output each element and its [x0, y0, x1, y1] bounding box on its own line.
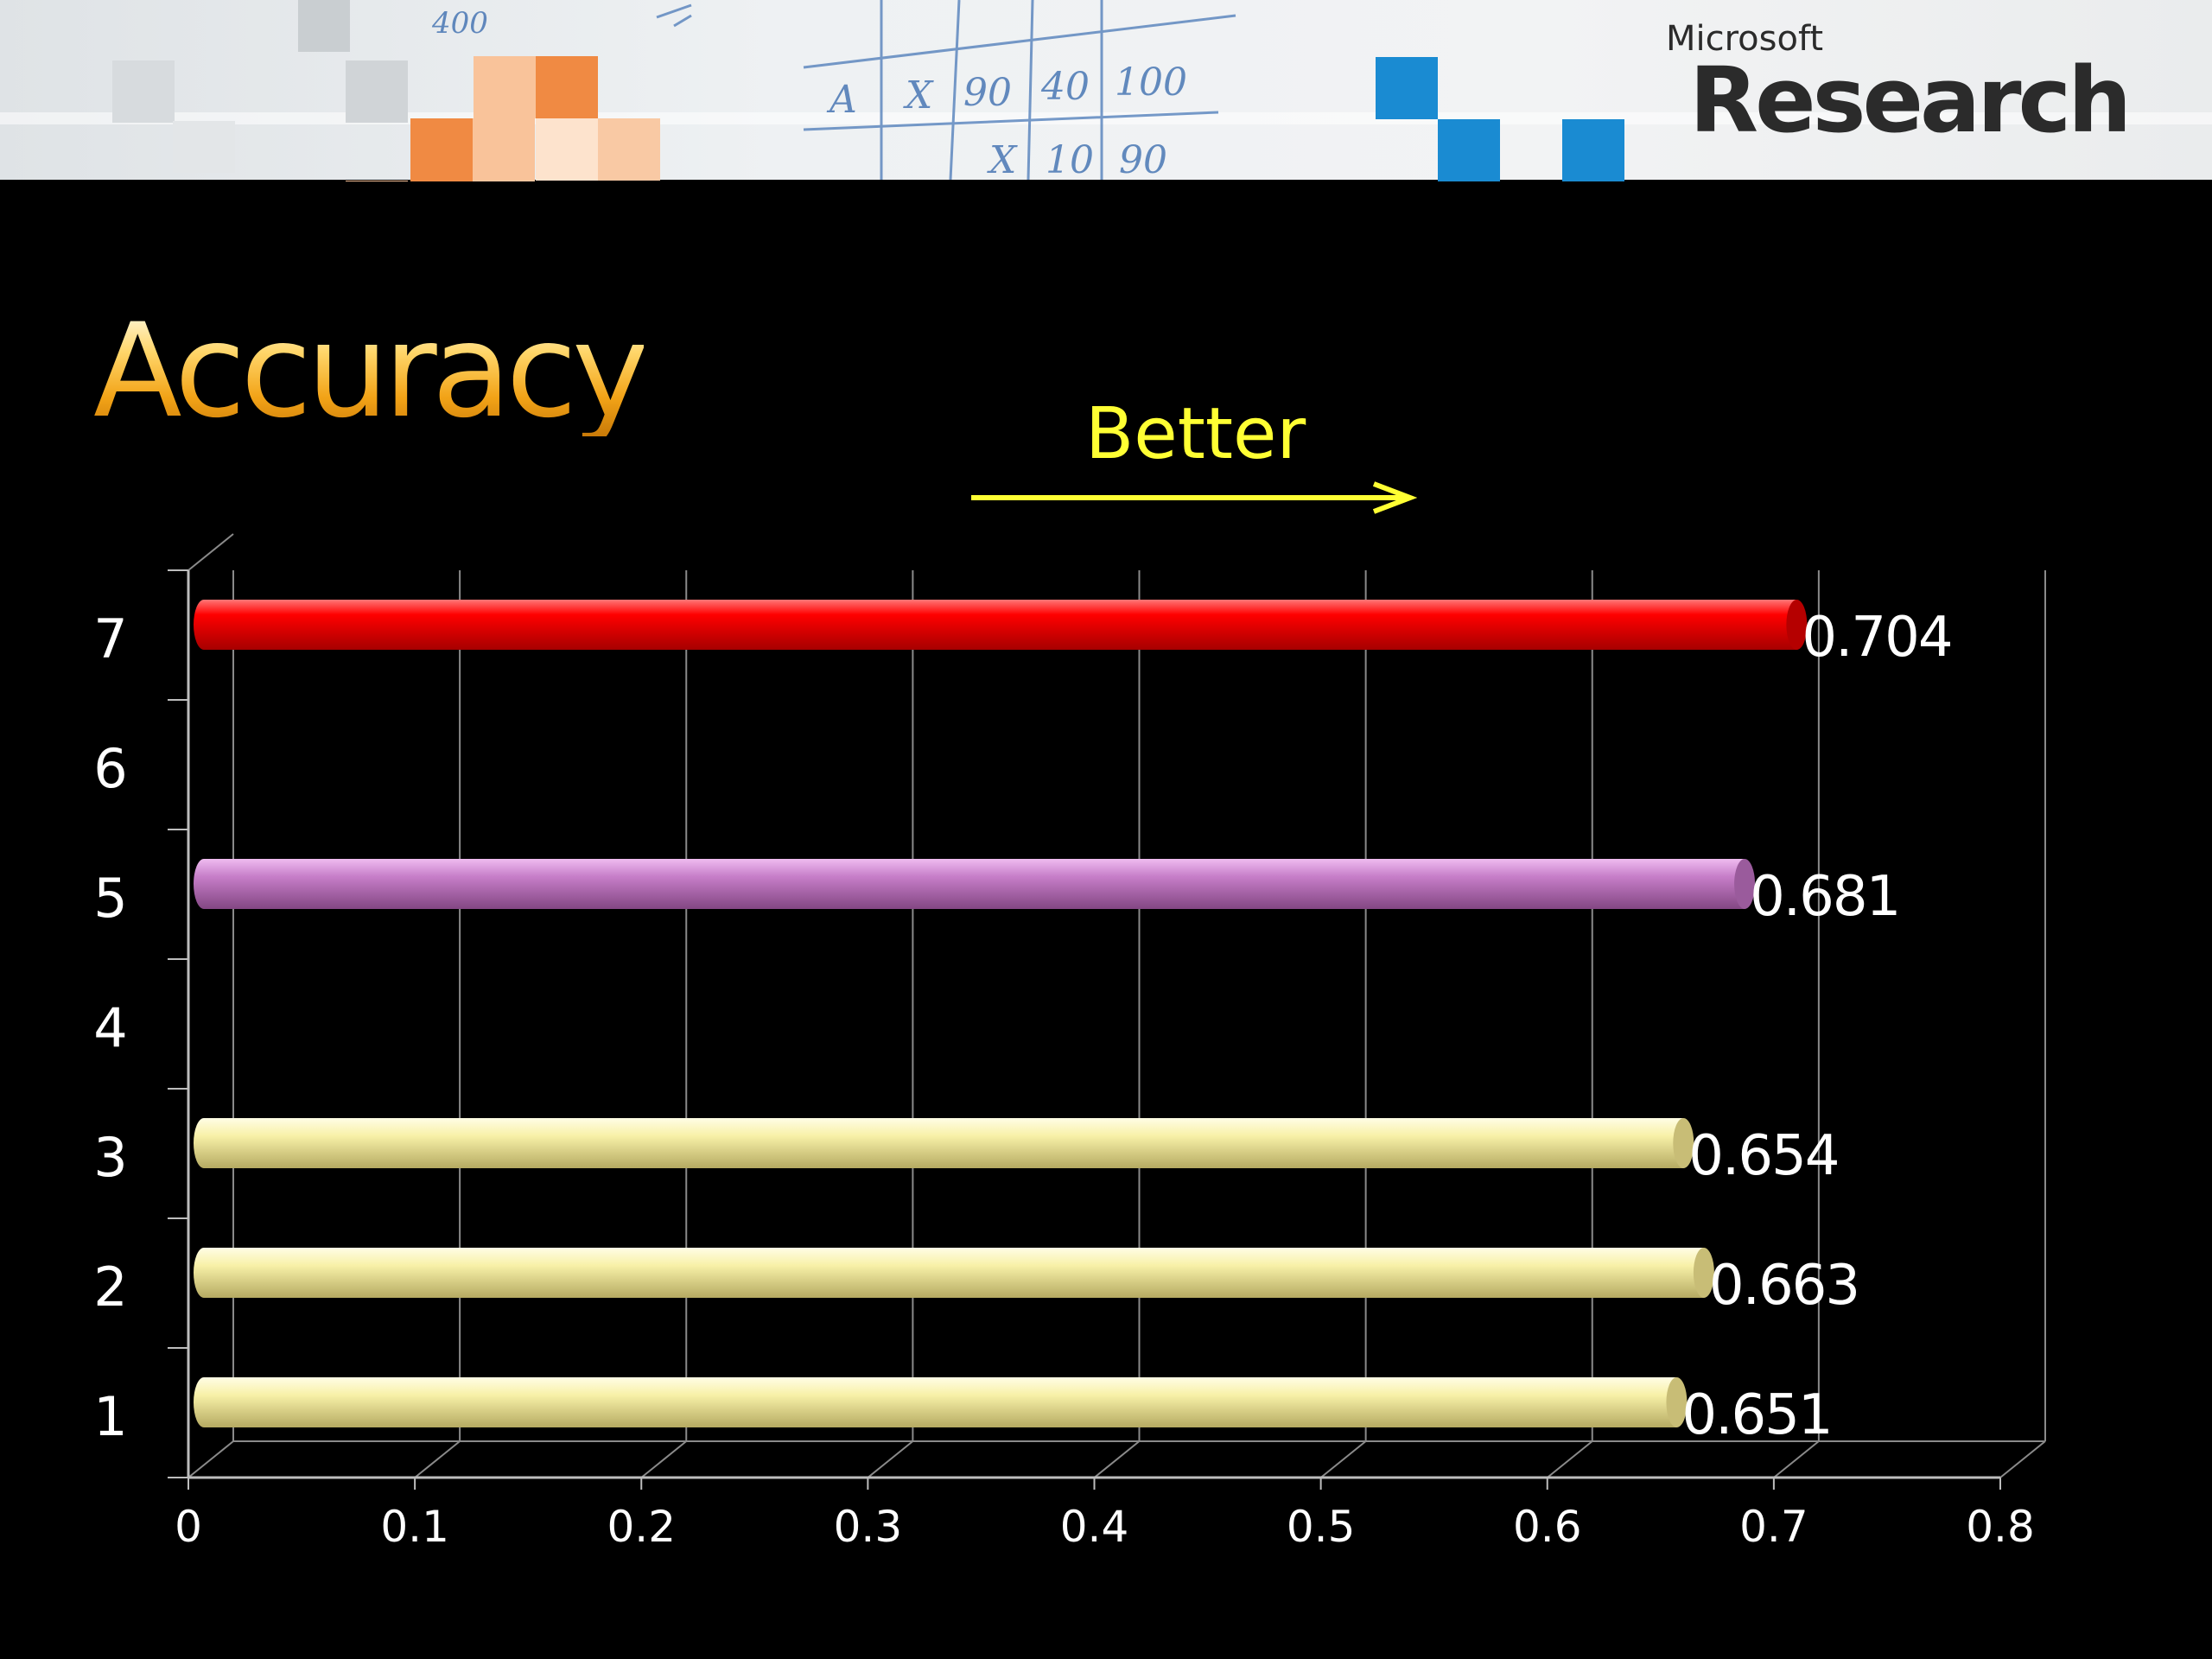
banner-orange-squares: [346, 56, 660, 181]
banner-gray-squares: [112, 0, 408, 173]
sketch-mark: 400: [431, 6, 488, 41]
better-label: Better: [1085, 393, 1306, 475]
sketch-mark: 100: [1115, 60, 1187, 105]
whiteboard-marks: A X 90 40 100 X 10 90 400: [431, 6, 1187, 181]
bar: [194, 600, 1808, 650]
x-tick-label: 0.4: [1060, 1502, 1129, 1552]
y-category-label: 4: [93, 996, 127, 1059]
x-tick-label: 0: [175, 1502, 202, 1552]
x-tick-label: 0.8: [1966, 1502, 2035, 1552]
logo-research-text: Research: [1689, 48, 2128, 153]
y-category-label: 2: [93, 1255, 127, 1319]
chart-bars: [194, 600, 1808, 1427]
bar-value-label: 0.704: [1802, 606, 1951, 670]
bar-body: [204, 1377, 1677, 1427]
bar-value-label: 0.654: [1688, 1124, 1838, 1188]
better-arrow-icon: [971, 481, 1417, 514]
floor-gridline: [188, 1440, 234, 1478]
bar-body: [204, 1118, 1684, 1168]
x-tick-label: 0.7: [1739, 1502, 1808, 1552]
bar-body: [204, 859, 1745, 909]
x-tick-label: 0.3: [834, 1502, 903, 1552]
sketch-mark: A: [826, 78, 857, 122]
chart-grid: [188, 533, 2046, 1478]
bar-end-cap: [1693, 1248, 1714, 1298]
floor-gridline: [1319, 1440, 1367, 1478]
x-tick-label: 0.5: [1287, 1502, 1356, 1552]
chart-labels: 0 0.1 0.2 0.3 0.4 0.5 0.6 0.7 0.8 1 2 3 4 5 6 7 0.651 0.6…: [93, 606, 2034, 1552]
floor-gridline: [1093, 1440, 1141, 1478]
floor-gridline: [1547, 1440, 1593, 1478]
microsoft-research-logo: Microsoft Research: [1666, 19, 2132, 153]
bar: [194, 1377, 1688, 1427]
x-tick-label: 0.1: [380, 1502, 449, 1552]
bar: [194, 1118, 1694, 1168]
y-category-label: 1: [93, 1385, 127, 1448]
sketch-mark: 40: [1040, 65, 1090, 109]
bar: [194, 859, 1756, 909]
bar: [194, 1248, 1714, 1298]
sketch-mark: 90: [963, 71, 1012, 115]
whiteboard-sketch: [656, 0, 1236, 181]
floor-gridline: [414, 1440, 461, 1478]
slide-title: Accuracy: [93, 296, 649, 447]
accuracy-chart: 0 0.1 0.2 0.3 0.4 0.5 0.6 0.7 0.8 1 2 3 4 5 6 7 0.651 0.6…: [93, 533, 2046, 1552]
bar-end-cap: [1734, 859, 1756, 909]
bar-body: [204, 600, 1797, 650]
y-category-label: 6: [93, 737, 127, 800]
x-tick-label: 0.2: [607, 1502, 676, 1552]
y-category-label: 5: [93, 867, 127, 930]
logo-microsoft-text: Microsoft: [1666, 19, 1823, 59]
bar-body: [204, 1248, 1704, 1298]
x-tick-label: 0.6: [1513, 1502, 1582, 1552]
bar-end-cap: [1666, 1377, 1688, 1427]
sketch-mark: 90: [1119, 138, 1167, 181]
bar-value-label: 0.663: [1709, 1254, 1859, 1318]
bar-end-cap: [1673, 1118, 1694, 1168]
bar-value-label: 0.651: [1681, 1383, 1831, 1447]
header-banner: A X 90 40 100 X 10 90 400 Microsoft Rese…: [0, 0, 2212, 181]
y-category-label: 7: [93, 607, 127, 671]
chart-axes: [168, 569, 2001, 1490]
banner-blue-squares: [1376, 57, 1624, 181]
sketch-mark: X: [987, 138, 1018, 181]
y-category-label: 3: [93, 1126, 127, 1189]
floor-gridline: [1773, 1440, 1820, 1478]
floor-gridline: [640, 1440, 687, 1478]
bar-end-cap: [1786, 600, 1808, 650]
bar-value-label: 0.681: [1750, 865, 1899, 929]
floor-gridline: [1999, 1440, 2046, 1478]
wall-top-edge: [188, 533, 234, 571]
floor-gridline: [867, 1440, 914, 1478]
sketch-mark: 10: [1046, 138, 1094, 181]
sketch-mark: X: [903, 73, 934, 118]
